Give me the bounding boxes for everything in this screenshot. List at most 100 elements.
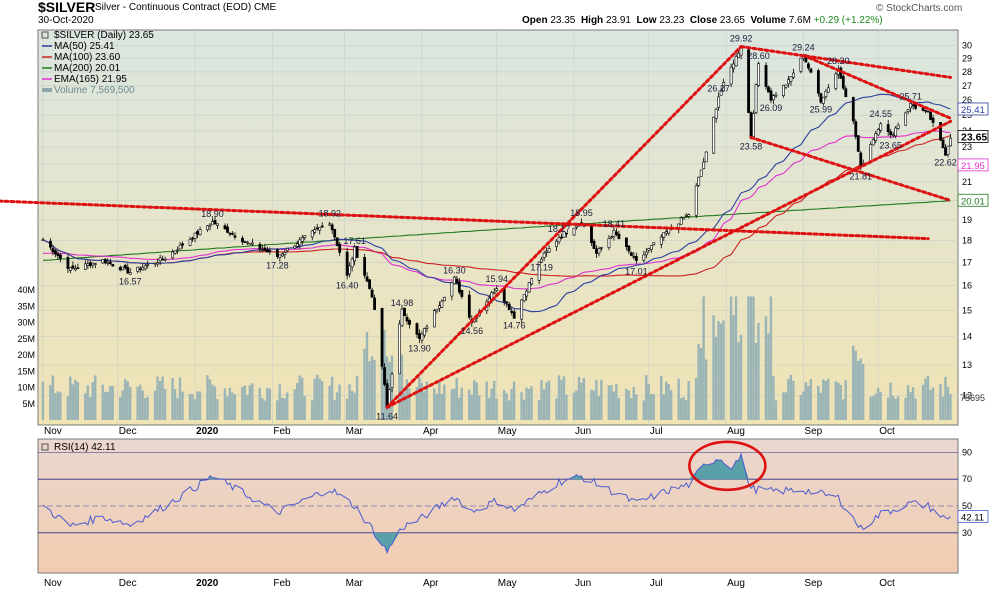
candle-body [303, 235, 307, 238]
volume-bar [370, 356, 374, 420]
candle-body [425, 326, 429, 329]
volume-bar [76, 382, 79, 420]
rsi-tick-label: 30 [962, 528, 972, 538]
volume-bar [398, 356, 401, 420]
price-month-label: Apr [423, 426, 439, 437]
volume-bar [625, 388, 628, 420]
volume-bar [345, 398, 349, 420]
volume-bar [310, 400, 314, 420]
volume-bar [871, 396, 875, 420]
volume-bar [669, 390, 673, 420]
candle-body [385, 383, 389, 408]
volume-bar [136, 386, 139, 420]
candle-body [278, 254, 282, 258]
volume-bar [787, 378, 790, 420]
volume-bar [879, 391, 882, 420]
volume-bar [59, 392, 62, 420]
volume-bar [128, 386, 132, 420]
candle-body [191, 237, 194, 240]
candle-body [265, 249, 269, 253]
volume-bar [243, 385, 247, 420]
price-panel-background [37, 29, 959, 426]
volume-bar [827, 378, 830, 420]
candle-body [644, 251, 648, 256]
volume-bar [522, 399, 526, 420]
volume-bar [717, 321, 720, 420]
volume-bar [891, 395, 895, 420]
description-text: Silver - Continuous Contract (EOD) [95, 2, 252, 13]
price-annotation: 14.98 [391, 298, 414, 308]
candle-body [370, 289, 374, 298]
volume-bar [679, 398, 683, 420]
candle-body [126, 267, 130, 274]
candle-body [929, 111, 932, 120]
candle-body [83, 263, 87, 270]
candle-body [383, 367, 386, 385]
candle-body [595, 248, 598, 254]
volume-bar [615, 384, 618, 420]
volume-bar [906, 385, 910, 420]
candle-body [178, 244, 182, 250]
volume-bar [687, 381, 690, 420]
candle-body [41, 239, 45, 241]
volume-bar [557, 375, 561, 420]
candle-body [433, 310, 436, 328]
volume-bar [662, 394, 665, 420]
candle-body [69, 267, 72, 271]
volume-bar [530, 386, 533, 420]
volume-bar [268, 388, 271, 420]
volume-bar [824, 380, 827, 420]
rsi-month-label: Sep [804, 578, 822, 589]
price-tick-label: 19 [962, 215, 972, 225]
rsi-axis: 30 50 70 90 42.11 [688, 440, 989, 538]
candle-body [939, 122, 942, 141]
candle-body [353, 246, 357, 262]
candle-body [597, 248, 601, 254]
volume-bar [854, 350, 857, 420]
candle-body [590, 225, 593, 244]
volume-bar [747, 296, 750, 420]
trendlines [0, 45, 953, 409]
price-tick-label: 30 [962, 41, 972, 51]
candle-body [156, 262, 160, 265]
volume-bar [298, 375, 301, 420]
volume-bar [313, 378, 316, 420]
volume-bar [739, 334, 743, 420]
volume-tick-label: 25M [17, 334, 35, 344]
volume-bar [450, 389, 453, 420]
candle-body [390, 373, 394, 388]
candle-body [659, 236, 663, 245]
high-value: 23.91 [605, 15, 631, 26]
volume-bar [211, 384, 214, 420]
candle-body [300, 237, 304, 242]
volume-bar [757, 322, 760, 420]
volume-bar [300, 377, 304, 420]
volume-bar [834, 381, 837, 420]
candle-body [607, 238, 611, 248]
volume-tick-label: 10M [17, 383, 35, 393]
candle-body [694, 185, 698, 216]
candle-body [320, 225, 324, 228]
candle-body [108, 261, 112, 264]
volume-bar [562, 376, 566, 420]
volume-bar [652, 394, 655, 420]
candle-body [146, 264, 150, 266]
volume-bar [520, 392, 523, 420]
value-badge [957, 102, 989, 116]
volume-bar [921, 384, 925, 420]
volume-bar [911, 387, 915, 420]
candle-body [403, 307, 406, 317]
candle-body [56, 253, 60, 257]
volume-bar [590, 389, 593, 420]
volume-bar [350, 390, 354, 420]
candle-body [442, 296, 446, 302]
rsi-tick-label: 90 [962, 447, 972, 457]
rsi-tick-label: 50 [962, 501, 972, 511]
candle-body [946, 145, 950, 155]
volume-bar [206, 375, 209, 420]
candle-body [263, 247, 267, 251]
candle-body [545, 250, 549, 253]
low-label: Low [636, 15, 657, 26]
candle-body [138, 268, 142, 270]
